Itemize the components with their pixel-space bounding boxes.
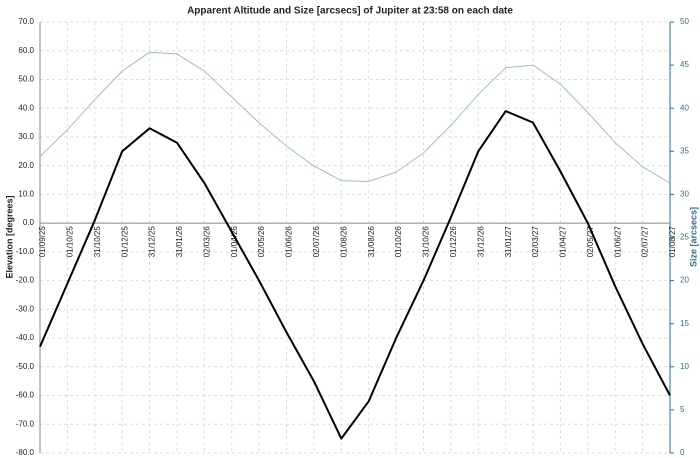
x-tick-label: 02/07/27 (641, 226, 650, 258)
y2-tick-label: 15 (680, 319, 689, 328)
x-tick-label: 01/06/27 (613, 226, 622, 258)
x-tick-label: 01/08/26 (339, 226, 348, 258)
x-tick-label: 01/10/26 (394, 226, 403, 258)
y2-tick-label: 10 (680, 362, 689, 371)
y-tick-label: 50.0 (18, 75, 34, 84)
x-tick-label: 01/08/27 (668, 226, 677, 258)
x-tick-label: 01/10/25 (66, 226, 75, 258)
y-tick-label: 70.0 (18, 17, 34, 26)
y2-tick-label: 5 (680, 405, 685, 414)
y2-tick-label: 20 (680, 276, 689, 285)
y2-tick-label: 30 (680, 190, 689, 199)
y-axis-title: Elevation [degrees] (4, 195, 14, 278)
y-tick-label: -10.0 (16, 247, 35, 256)
y-tick-label: -80.0 (16, 448, 35, 457)
y-tick-label: -50.0 (16, 362, 35, 371)
y2-tick-label: 50 (680, 17, 689, 26)
x-tick-label: 31/01/27 (504, 226, 513, 258)
x-tick-label: 31/12/25 (148, 226, 157, 258)
y-tick-label: -20.0 (16, 276, 35, 285)
x-tick-label: 31/10/25 (93, 226, 102, 258)
y-tick-label: -60.0 (16, 391, 35, 400)
y-tick-label: -30.0 (16, 304, 35, 313)
x-tick-label: 01/04/27 (559, 226, 568, 258)
x-tick-label: 02/07/26 (312, 226, 321, 258)
x-tick-label: 01/09/25 (38, 226, 47, 258)
y2-tick-label: 0 (680, 448, 685, 457)
x-tick-label: 31/08/26 (367, 226, 376, 258)
y2-axis-title: Size [arcsecs] (688, 207, 698, 267)
y-tick-label: 20.0 (18, 161, 34, 170)
x-tick-label: 31/01/26 (175, 226, 184, 258)
x-tick-label: 02/03/26 (202, 226, 211, 258)
x-tick-label: 02/03/27 (531, 226, 540, 258)
y-tick-label: -70.0 (16, 419, 35, 428)
y-tick-label: 30.0 (18, 132, 34, 141)
y-tick-label: 60.0 (18, 46, 34, 55)
y-tick-label: 40.0 (18, 103, 34, 112)
x-tick-label: 31/10/26 (422, 226, 431, 258)
y2-tick-label: 35 (680, 146, 689, 155)
x-tick-label: 31/12/26 (476, 226, 485, 258)
x-tick-label: 01/12/26 (449, 226, 458, 258)
x-tick-label: 01/12/25 (120, 226, 129, 258)
y-tick-label: 10.0 (18, 190, 34, 199)
series-line (39, 110, 671, 440)
x-tick-label: 01/06/26 (285, 226, 294, 258)
chart-title: Apparent Altitude and Size [arcsecs] of … (187, 6, 513, 17)
y-tick-label: -40.0 (16, 333, 35, 342)
x-tick-label: 01/04/26 (230, 226, 239, 258)
y2-tick-label: 40 (680, 103, 689, 112)
x-tick-label: 02/05/26 (257, 226, 266, 258)
y-tick-label: 0.0 (23, 218, 35, 227)
y2-tick-label: 45 (680, 60, 689, 69)
y2-tick-label: 25 (680, 233, 689, 242)
series-line (39, 51, 671, 184)
x-tick-label: 02/05/27 (586, 226, 595, 258)
